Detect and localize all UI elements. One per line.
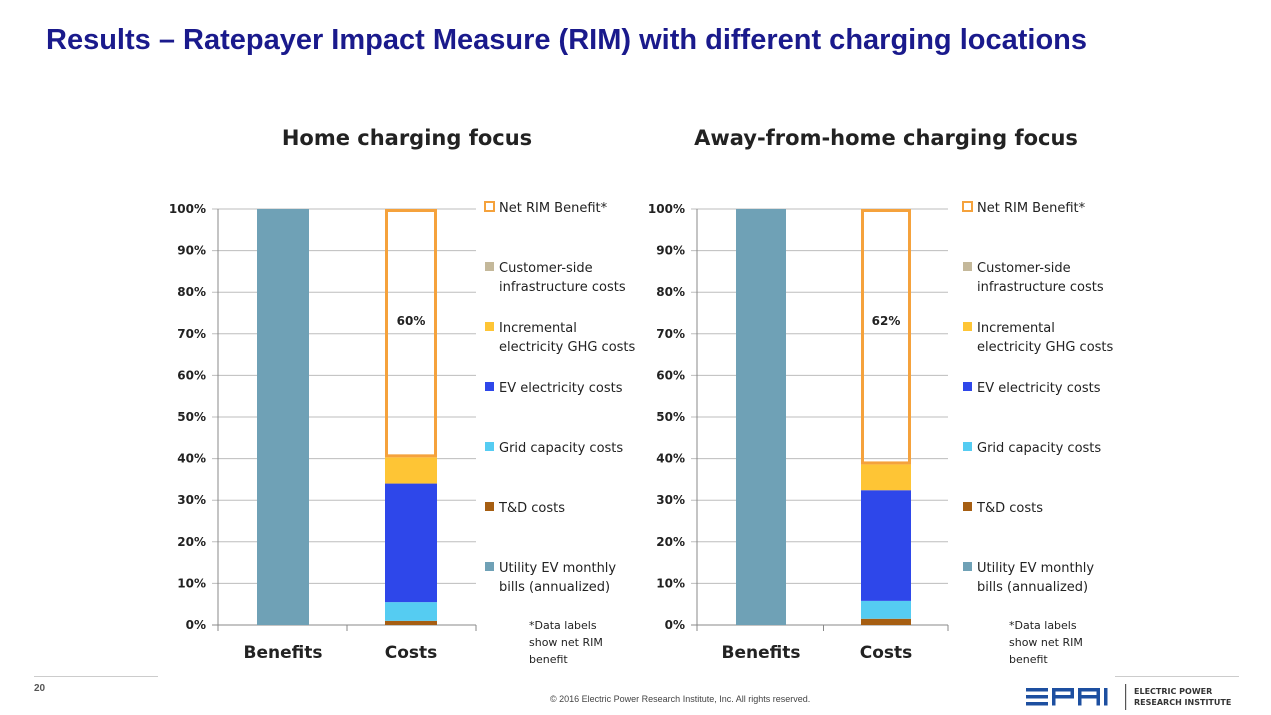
legend-label: Incremental (977, 321, 1055, 336)
y-tick-label: 0% (665, 618, 685, 632)
legend-label: Grid capacity costs (977, 441, 1101, 456)
legend-label: electricity GHG costs (499, 340, 636, 355)
epri-logo-mark (1026, 688, 1108, 706)
y-tick-label: 30% (656, 493, 685, 507)
bar-segment-ev-electricity (385, 483, 437, 603)
legend-swatch (963, 562, 972, 571)
logo-text-1: ELECTRIC POWER (1134, 687, 1212, 696)
legend-label: Incremental (499, 321, 577, 336)
legend-label: Net RIM Benefit* (499, 201, 608, 216)
legend-swatch (962, 201, 973, 212)
legend-label: Grid capacity costs (499, 441, 623, 456)
footer-divider (34, 676, 158, 677)
y-tick-label: 70% (177, 327, 206, 341)
legend-swatch (485, 382, 494, 391)
bar-segment-grid-capacity (385, 602, 437, 621)
x-category-label: Costs (385, 643, 438, 663)
legend-label: bills (annualized) (499, 580, 610, 595)
legend-label: Customer-side (977, 261, 1071, 276)
bar-segment-net-rim (385, 209, 437, 458)
bar-segment-grid-capacity (861, 600, 911, 619)
page-number: 20 (34, 683, 46, 694)
legend-label: EV electricity costs (499, 381, 623, 396)
data-label: 60% (397, 314, 426, 328)
epri-logo: ELECTRIC POWER RESEARCH INSTITUTE (1026, 684, 1231, 710)
legend-label: infrastructure costs (499, 280, 626, 295)
y-tick-label: 0% (186, 618, 206, 632)
bar-segment-ghg (861, 464, 911, 491)
copyright: © 2016 Electric Power Research Institute… (550, 694, 811, 704)
y-tick-label: 20% (177, 535, 206, 549)
footnote-line: show net RIM (529, 636, 603, 649)
logo-text-2: RESEARCH INSTITUTE (1134, 698, 1231, 707)
y-tick-label: 70% (656, 327, 685, 341)
legend-swatch (963, 502, 972, 511)
bar-segment-ghg (385, 457, 437, 484)
y-tick-label: 60% (656, 368, 685, 382)
chart-title-away: Away-from-home charging focus (694, 126, 1078, 150)
x-category-label: Benefits (244, 643, 323, 663)
legend-label: Net RIM Benefit* (977, 201, 1086, 216)
footnote-line: benefit (529, 653, 568, 666)
y-tick-label: 90% (656, 244, 685, 258)
y-tick-label: 40% (177, 452, 206, 466)
legend-swatch (963, 442, 972, 451)
legend-swatch (485, 442, 494, 451)
bar-segment-ev-electricity (861, 490, 911, 601)
y-tick-label: 50% (656, 410, 685, 424)
bar-segment-net-rim (861, 209, 911, 465)
legend-label: Customer-side (499, 261, 593, 276)
legend-swatch (963, 262, 972, 271)
x-category-label: Costs (860, 643, 913, 663)
chart-title-home: Home charging focus (281, 126, 533, 150)
y-tick-label: 80% (656, 285, 685, 299)
legend-label: bills (annualized) (977, 580, 1088, 595)
footnote-line: *Data labels (529, 619, 597, 632)
x-category-label: Benefits (722, 643, 801, 663)
bar-segment-utility-bills (257, 209, 309, 625)
footnote-line: show net RIM (1009, 636, 1083, 649)
legend-swatch (484, 201, 495, 212)
legend-label: T&D costs (498, 501, 565, 516)
footnote-line: *Data labels (1009, 619, 1077, 632)
legend-label: Utility EV monthly (499, 561, 616, 576)
legend-swatch (963, 322, 972, 331)
footer-divider (1115, 676, 1239, 677)
legend-swatch (485, 322, 494, 331)
legend-swatch (485, 262, 494, 271)
legend-swatch (485, 562, 494, 571)
logo-divider (1125, 684, 1127, 710)
y-tick-label: 100% (648, 202, 685, 216)
legend-label: electricity GHG costs (977, 340, 1114, 355)
legend-label: T&D costs (976, 501, 1043, 516)
legend-swatch (963, 382, 972, 391)
y-tick-label: 10% (177, 576, 206, 590)
footnote-home: *Data labels show net RIM benefit (529, 617, 603, 668)
y-tick-label: 20% (656, 535, 685, 549)
y-tick-label: 90% (177, 244, 206, 258)
footnote-line: benefit (1009, 653, 1048, 666)
y-tick-label: 10% (656, 576, 685, 590)
legend-label: infrastructure costs (977, 280, 1104, 295)
y-tick-label: 50% (177, 410, 206, 424)
slide-title: Results – Ratepayer Impact Measure (RIM)… (46, 24, 1087, 56)
bar-segment-td-costs (861, 618, 911, 625)
y-tick-label: 100% (169, 202, 206, 216)
data-label: 62% (872, 314, 901, 328)
bar-segment-utility-bills (736, 209, 786, 625)
legend-label: Utility EV monthly (977, 561, 1094, 576)
bar-segment-td-costs (385, 620, 437, 625)
y-tick-label: 80% (177, 285, 206, 299)
legend-label: EV electricity costs (977, 381, 1101, 396)
y-tick-label: 60% (177, 368, 206, 382)
legend-swatch (485, 502, 494, 511)
y-tick-label: 30% (177, 493, 206, 507)
y-tick-label: 40% (656, 452, 685, 466)
footnote-away: *Data labels show net RIM benefit (1009, 617, 1083, 668)
